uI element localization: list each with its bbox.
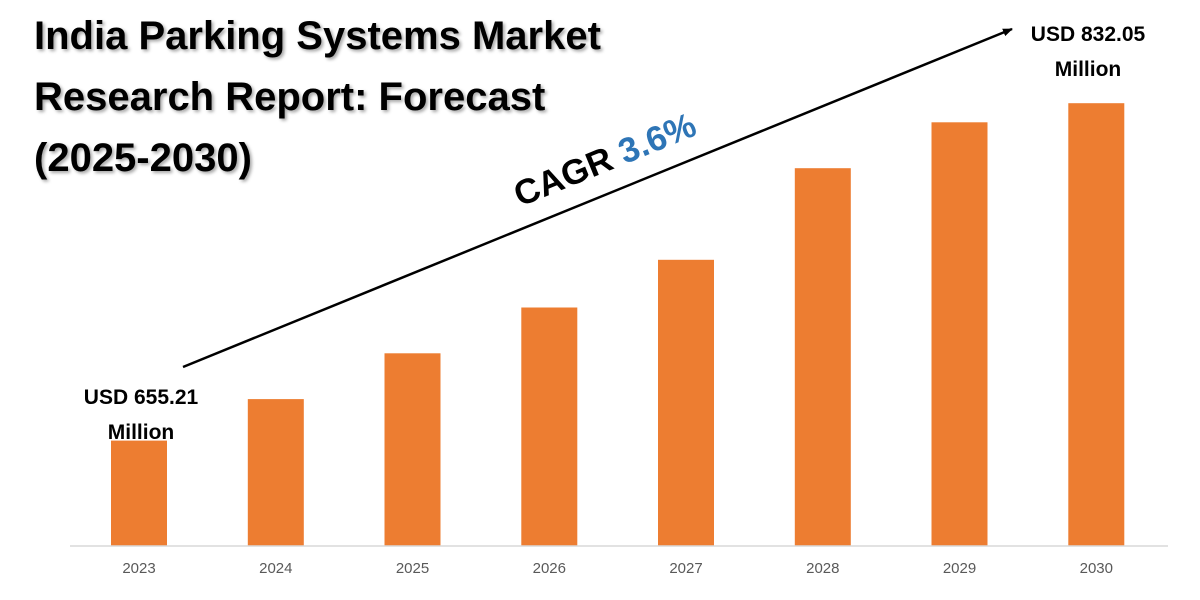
start-value-annotation-line-2: Million <box>108 421 175 444</box>
bar-2025 <box>384 353 441 546</box>
cagr-text: CAGR3.6% <box>508 105 701 214</box>
title-line-3: (2025-2030) <box>34 136 252 180</box>
page-title: India Parking Systems Market Research Re… <box>34 6 734 189</box>
x-tick-label-2028: 2028 <box>806 560 839 577</box>
bar-2030 <box>1068 103 1125 546</box>
title-line-1: India Parking Systems Market <box>34 14 601 58</box>
bar-2024 <box>247 399 304 546</box>
bar-2028 <box>794 168 851 546</box>
x-tick-label-2027: 2027 <box>669 560 702 577</box>
bar-2026 <box>521 307 578 546</box>
bar-2027 <box>658 259 714 547</box>
title-line-2: Research Report: Forecast <box>34 75 546 119</box>
x-tick-label-2026: 2026 <box>533 560 566 577</box>
x-tick-label-2025: 2025 <box>396 560 429 577</box>
x-tick-labels: 2023 2024 2025 2026 2027 2028 2029 2030 <box>122 560 1113 577</box>
bar-2023 <box>111 440 167 546</box>
x-tick-label-2024: 2024 <box>259 560 292 577</box>
x-tick-label-2030: 2030 <box>1080 560 1113 577</box>
x-tick-label-2023: 2023 <box>122 560 155 577</box>
end-value-annotation-line-2: Million <box>1055 58 1122 81</box>
bar-group <box>111 103 1125 547</box>
end-value-annotation-line-1: USD 832.05 <box>1031 23 1146 46</box>
bar-2029 <box>931 122 988 547</box>
x-tick-label-2029: 2029 <box>943 560 976 577</box>
cagr-label: CAGR <box>508 139 618 214</box>
cagr-trend-arrow <box>182 27 1013 369</box>
start-value-annotation-line-1: USD 655.21 <box>84 386 199 409</box>
